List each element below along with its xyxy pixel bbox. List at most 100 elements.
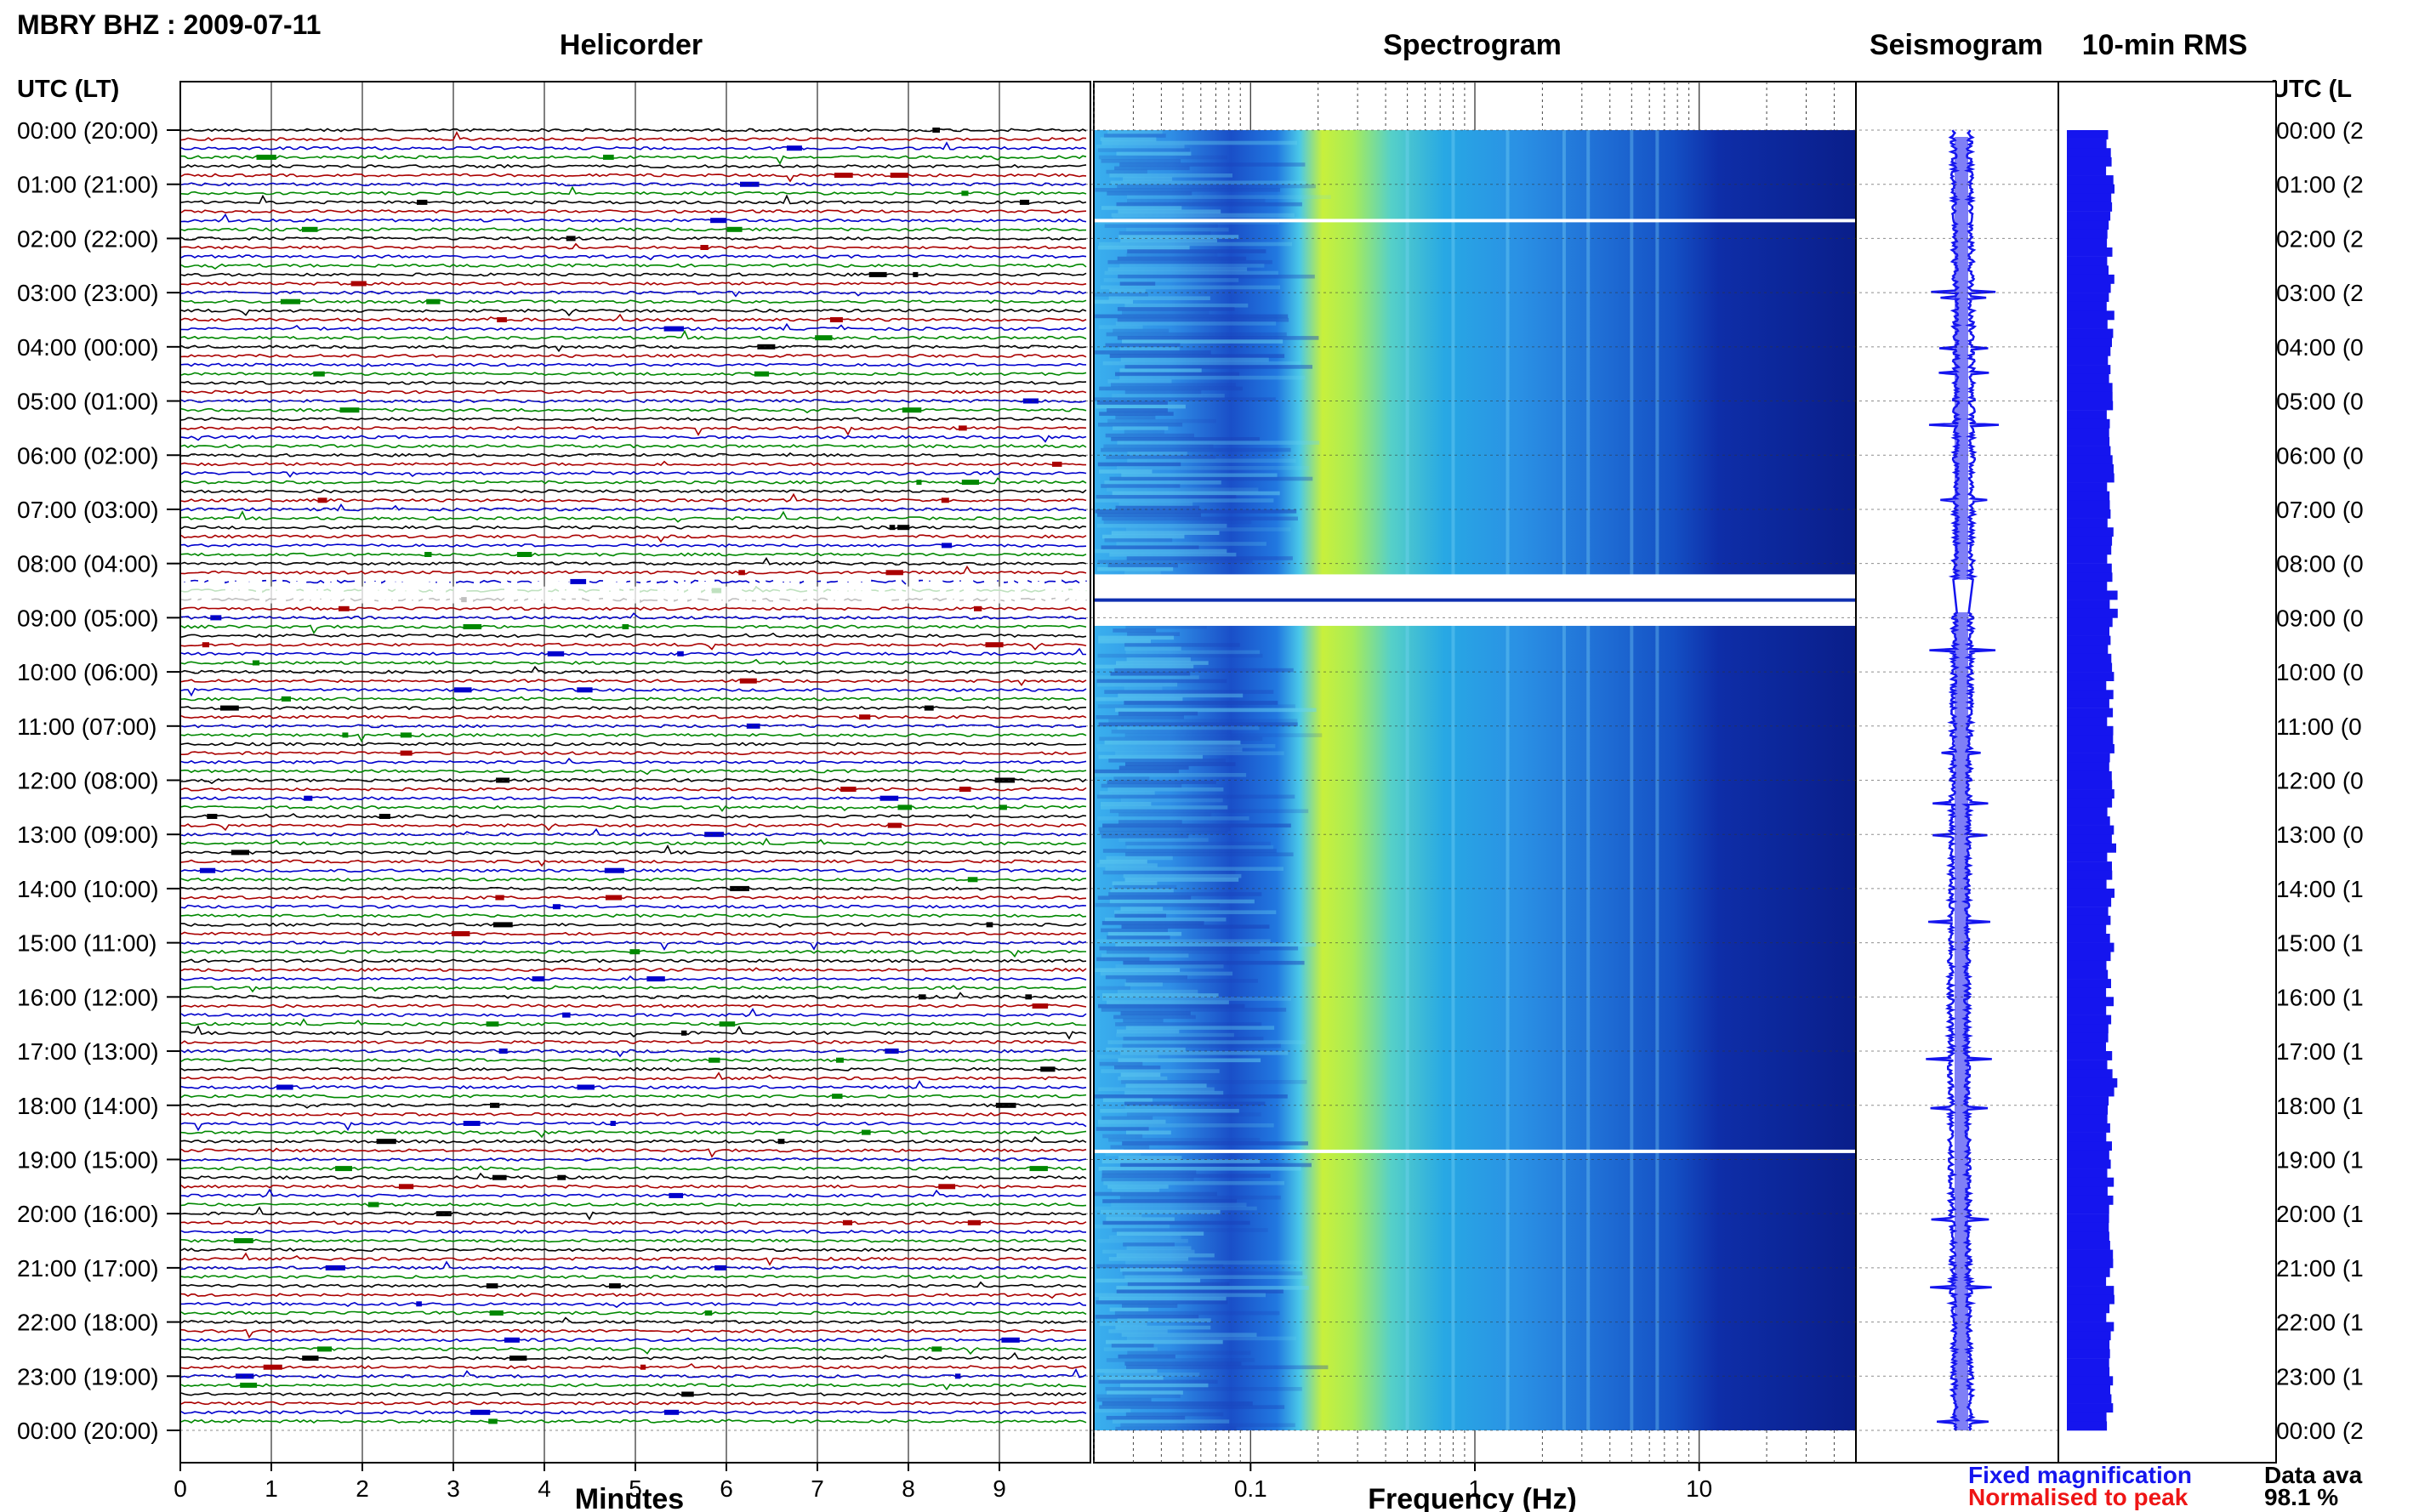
- spectrogram-texture: [1098, 722, 1298, 727]
- helicorder-event: [301, 226, 318, 232]
- time-label-right: 14:00 (1: [2276, 876, 2364, 902]
- helicorder-trace: [180, 696, 1087, 702]
- helicorder-event: [829, 317, 843, 322]
- spectrogram-texture: [1107, 935, 1170, 940]
- time-label-left: 22:00 (18:00): [17, 1310, 159, 1336]
- helicorder-event: [400, 732, 412, 738]
- helicorder-event: [398, 1184, 414, 1190]
- helicorder-trace: [180, 444, 1087, 449]
- helicorder-event: [240, 1382, 258, 1388]
- spectrogram-texture: [1101, 545, 1199, 549]
- helicorder-event: [754, 371, 770, 377]
- helicorder-trace: [180, 742, 1087, 747]
- spectrogram-texture: [1106, 1217, 1175, 1221]
- spectrogram-texture: [1127, 1350, 1251, 1356]
- spectrogram-texture: [1095, 1293, 1266, 1298]
- helicorder-event: [941, 497, 949, 503]
- rms-bar: [2067, 1349, 2110, 1359]
- rms-bar: [2067, 1177, 2114, 1187]
- rms-bar: [2067, 563, 2112, 573]
- time-label-left: 08:00 (04:00): [17, 551, 159, 577]
- spectrogram-texture: [1111, 1344, 1154, 1348]
- helicorder-event: [663, 1409, 680, 1415]
- spectrogram-texture: [1107, 191, 1192, 196]
- spectrogram-texture: [1103, 520, 1252, 525]
- spectrogram-texture: [1108, 1329, 1168, 1333]
- time-label-left: 18:00 (14:00): [17, 1093, 159, 1119]
- spectrogram-texture: [1094, 1408, 1131, 1413]
- rms-bar: [2067, 897, 2112, 907]
- seismogram-panel: [180, 81, 2276, 1464]
- spectrogram-texture: [1105, 433, 1194, 438]
- spectrogram-texture: [1106, 1358, 1255, 1362]
- helicorder-event: [426, 298, 441, 304]
- rms-bar: [2067, 274, 2114, 284]
- spectrogram-texture: [1126, 556, 1293, 560]
- time-label-left: 21:00 (17:00): [17, 1255, 159, 1282]
- spectrogram-texture: [1101, 206, 1182, 210]
- spectrogram-texture: [1101, 1174, 1271, 1178]
- rms-bar: [2067, 1132, 2107, 1142]
- rms-panel: [2058, 81, 2277, 1464]
- rms-bar: [2067, 1032, 2109, 1043]
- spectrogram-texture: [1097, 462, 1181, 467]
- spectrogram-texture: [1101, 834, 1189, 838]
- helicorder-trace: [180, 823, 1087, 832]
- rms-bar: [2067, 1403, 2114, 1413]
- spectrogram-texture: [1120, 238, 1217, 242]
- rms-bar: [2067, 500, 2110, 510]
- helicorder-event: [610, 1121, 616, 1126]
- rms-bar: [2067, 572, 2113, 583]
- helicorder-trace: [180, 658, 1087, 665]
- rms-bar: [2067, 979, 2111, 988]
- spectrogram-texture: [1100, 971, 1233, 976]
- time-label-left: 00:00 (20:00): [17, 1418, 159, 1444]
- helicorder-trace: [180, 362, 1087, 367]
- rms-bar: [2067, 888, 2114, 898]
- spectrogram-texture: [1127, 198, 1266, 203]
- spectrogram-texture: [1109, 1235, 1181, 1240]
- rms-bar: [2067, 310, 2114, 321]
- spectrogram-texture: [1095, 968, 1181, 972]
- rms-bar: [2067, 987, 2107, 998]
- rms-bar: [2067, 193, 2112, 203]
- helicorder-trace: [181, 612, 1087, 620]
- helicorder-trace: [180, 724, 1087, 729]
- helicorder-event: [710, 218, 727, 224]
- spectrogram-texture: [1102, 1098, 1153, 1102]
- helicorder-title: Helicorder: [560, 29, 703, 61]
- rms-bar: [2067, 401, 2114, 411]
- rms-bar: [2067, 1051, 2113, 1060]
- spectrogram-texture: [1120, 1195, 1281, 1200]
- spectrogram-texture: [1126, 1112, 1261, 1117]
- spectrogram-texture: [1117, 466, 1310, 470]
- spectrogram-texture: [1120, 1267, 1183, 1272]
- spectrogram-texture: [1099, 831, 1228, 835]
- rms-bar: [2067, 1241, 2110, 1250]
- helicorder-event: [681, 1030, 687, 1036]
- spectrogram-texture: [1097, 816, 1249, 821]
- helicorder-event: [1025, 994, 1032, 1000]
- helicorder-trace: [180, 254, 1087, 261]
- time-label-left: 14:00 (10:00): [17, 876, 159, 902]
- helicorder-event: [967, 877, 978, 883]
- helicorder-trace: [180, 1003, 1087, 1009]
- spectrogram-texture: [1113, 426, 1169, 430]
- rms-bar: [2067, 437, 2110, 446]
- minutes-tick-label: 6: [720, 1475, 733, 1502]
- spectrogram-texture: [1105, 917, 1227, 922]
- spectrogram-texture: [1106, 1047, 1186, 1052]
- spectrogram-texture: [1095, 549, 1227, 554]
- helicorder-event: [704, 1310, 713, 1316]
- helicorder-trace: [180, 931, 1087, 936]
- spectrogram-texture: [1103, 1180, 1284, 1185]
- spectrogram-texture: [1126, 227, 1229, 232]
- helicorder-trace: [180, 407, 1087, 414]
- rms-bar: [2067, 1105, 2109, 1115]
- spectrogram-texture: [1113, 628, 1157, 633]
- helicorder-trace: [180, 1018, 1087, 1026]
- spectrogram-texture: [1121, 1080, 1307, 1084]
- spectrogram-texture: [1125, 1026, 1275, 1030]
- helicorder-event: [986, 922, 993, 928]
- spectrogram-texture: [1096, 1264, 1224, 1269]
